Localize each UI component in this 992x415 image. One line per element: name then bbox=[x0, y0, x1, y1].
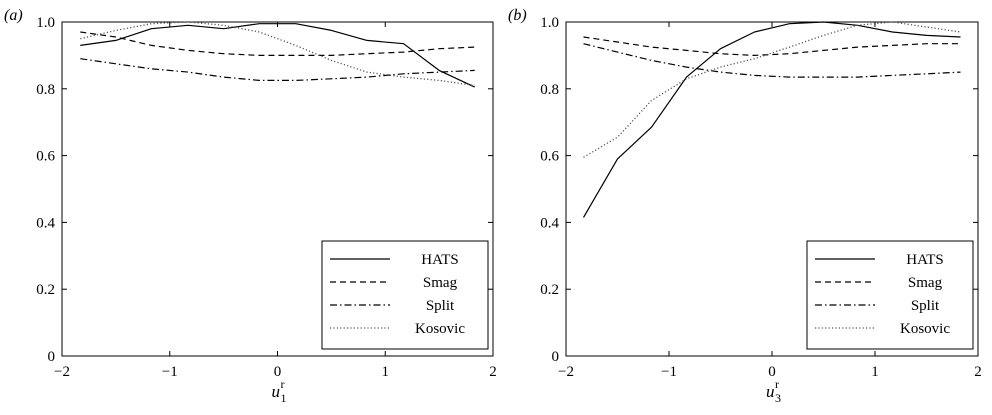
x-axis-label: u bbox=[272, 382, 281, 401]
x-axis-label-sub: 3 bbox=[775, 391, 781, 405]
x-tick-label: 0 bbox=[274, 364, 282, 380]
y-tick-label: 0 bbox=[48, 349, 56, 365]
series-line-hats bbox=[80, 23, 475, 88]
panel-label: (a) bbox=[4, 7, 23, 24]
series-line-split bbox=[583, 43, 961, 78]
x-tick-label: 2 bbox=[489, 364, 497, 380]
y-tick-label: 1.0 bbox=[540, 15, 559, 31]
y-tick-label: 0 bbox=[552, 349, 560, 365]
y-tick-label: 0.8 bbox=[36, 82, 55, 98]
legend-label-split: Split bbox=[426, 298, 455, 314]
y-tick-label: 0.2 bbox=[540, 282, 559, 298]
series-line-kosovic bbox=[583, 21, 961, 158]
legend-label-kosovic: Kosovic bbox=[900, 321, 950, 337]
y-tick-label: 1.0 bbox=[36, 15, 55, 31]
legend-label-kosovic: Kosovic bbox=[415, 321, 465, 337]
x-axis-label-sup: r bbox=[775, 377, 779, 391]
legend-label-hats: HATS bbox=[906, 252, 944, 268]
x-axis-label: u bbox=[766, 382, 775, 401]
y-tick-label: 0.6 bbox=[36, 149, 55, 165]
series-line-split bbox=[80, 58, 475, 82]
series-line-smag bbox=[80, 31, 475, 57]
x-tick-label: −2 bbox=[558, 364, 574, 380]
legend-label-hats: HATS bbox=[421, 252, 459, 268]
chart-panel-2: −2 −1 0 1 2 0 0.2 0.4 0.6 0.8 1.0 (b) u r3 HATS Smag Spl… bbox=[508, 7, 982, 405]
legend-label-smag: Smag bbox=[423, 275, 458, 291]
x-tick-label: −2 bbox=[54, 364, 70, 380]
y-tick-label: 0.4 bbox=[540, 215, 559, 231]
x-axis-label-sub: 1 bbox=[281, 391, 287, 405]
panel-label: (b) bbox=[508, 7, 527, 24]
legend-label-smag: Smag bbox=[908, 275, 943, 291]
series-line-smag bbox=[583, 36, 961, 57]
x-tick-label: 2 bbox=[974, 364, 982, 380]
y-tick-label: 0.4 bbox=[36, 215, 55, 231]
series-line-kosovic bbox=[80, 21, 475, 87]
x-tick-label: 0 bbox=[768, 364, 776, 380]
legend-label-split: Split bbox=[911, 298, 940, 314]
x-axis-label-sup: r bbox=[281, 377, 285, 391]
x-tick-label: −1 bbox=[661, 364, 677, 380]
y-tick-label: 0.6 bbox=[540, 149, 559, 165]
y-tick-label: 0.8 bbox=[540, 82, 559, 98]
chart-panel-1: −2 −1 0 1 200.20.40.60.81.0(a)u r1HATSSmagSpl… bbox=[4, 7, 497, 405]
x-tick-label: 1 bbox=[382, 364, 390, 380]
x-tick-label: 1 bbox=[871, 364, 879, 380]
y-tick-label: 0.2 bbox=[36, 282, 55, 298]
series-line-hats bbox=[582, 21, 961, 218]
x-tick-label: −1 bbox=[162, 364, 178, 380]
